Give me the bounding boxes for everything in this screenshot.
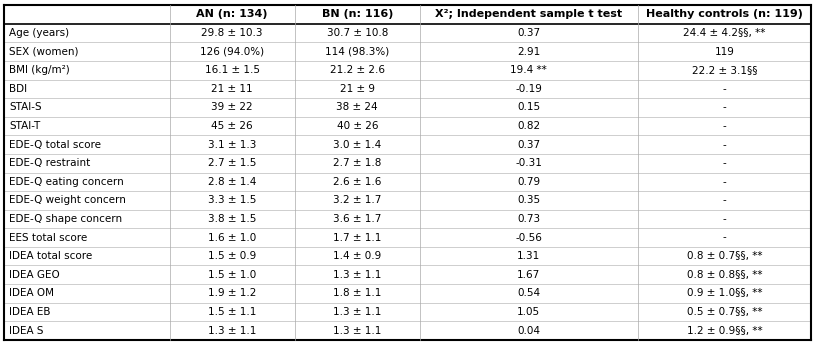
Text: 0.9 ± 1.0§§, **: 0.9 ± 1.0§§, ** — [687, 288, 763, 298]
Text: 22.2 ± 3.1§§: 22.2 ± 3.1§§ — [692, 65, 758, 75]
Text: -: - — [723, 102, 727, 112]
Text: IDEA S: IDEA S — [9, 326, 43, 336]
Text: 1.2 ± 0.9§§, **: 1.2 ± 0.9§§, ** — [687, 326, 763, 336]
Text: 1.67: 1.67 — [517, 270, 541, 280]
Text: 21.2 ± 2.6: 21.2 ± 2.6 — [330, 65, 385, 75]
Text: -: - — [723, 140, 727, 150]
Text: 40 ± 26: 40 ± 26 — [337, 121, 378, 131]
Text: Healthy controls (n: 119): Healthy controls (n: 119) — [646, 9, 803, 19]
Text: 0.79: 0.79 — [517, 177, 541, 187]
Text: X²; Independent sample t test: X²; Independent sample t test — [435, 9, 623, 19]
Text: STAI-S: STAI-S — [9, 102, 41, 112]
Text: 1.05: 1.05 — [517, 307, 541, 317]
Text: -0.56: -0.56 — [515, 233, 542, 243]
Text: -: - — [723, 84, 727, 94]
Text: 2.7 ± 1.5: 2.7 ± 1.5 — [208, 158, 256, 168]
Text: 38 ± 24: 38 ± 24 — [337, 102, 378, 112]
Text: 1.9 ± 1.2: 1.9 ± 1.2 — [208, 288, 256, 298]
Text: 16.1 ± 1.5: 16.1 ± 1.5 — [205, 65, 259, 75]
Text: 1.5 ± 0.9: 1.5 ± 0.9 — [208, 251, 256, 261]
Text: IDEA OM: IDEA OM — [9, 288, 54, 298]
Text: 2.6 ± 1.6: 2.6 ± 1.6 — [333, 177, 381, 187]
Text: 39 ± 22: 39 ± 22 — [211, 102, 253, 112]
Text: 2.7 ± 1.8: 2.7 ± 1.8 — [333, 158, 381, 168]
Text: 3.2 ± 1.7: 3.2 ± 1.7 — [333, 195, 381, 205]
Text: 3.6 ± 1.7: 3.6 ± 1.7 — [333, 214, 381, 224]
Text: 1.3 ± 1.1: 1.3 ± 1.1 — [333, 307, 381, 317]
Text: 19.4 **: 19.4 ** — [511, 65, 547, 75]
Text: EES total score: EES total score — [9, 233, 87, 243]
Text: 119: 119 — [715, 47, 734, 57]
Text: 1.3 ± 1.1: 1.3 ± 1.1 — [208, 326, 256, 336]
Text: 21 ± 9: 21 ± 9 — [340, 84, 375, 94]
Text: BMI (kg/m²): BMI (kg/m²) — [9, 65, 70, 75]
Text: -: - — [723, 177, 727, 187]
Text: 0.82: 0.82 — [517, 121, 541, 131]
Text: 2.8 ± 1.4: 2.8 ± 1.4 — [208, 177, 256, 187]
Text: 2.91: 2.91 — [517, 47, 541, 57]
Text: 30.7 ± 10.8: 30.7 ± 10.8 — [327, 28, 388, 38]
Text: EDE-Q weight concern: EDE-Q weight concern — [9, 195, 126, 205]
Text: EDE-Q eating concern: EDE-Q eating concern — [9, 177, 124, 187]
Text: 1.5 ± 1.0: 1.5 ± 1.0 — [208, 270, 256, 280]
Text: -0.31: -0.31 — [515, 158, 542, 168]
Text: 24.4 ± 4.2§§, **: 24.4 ± 4.2§§, ** — [684, 28, 766, 38]
Text: 0.5 ± 0.7§§, **: 0.5 ± 0.7§§, ** — [687, 307, 763, 317]
Text: IDEA total score: IDEA total score — [9, 251, 92, 261]
Text: 1.3 ± 1.1: 1.3 ± 1.1 — [333, 270, 381, 280]
Text: 0.54: 0.54 — [517, 288, 541, 298]
Text: 1.5 ± 1.1: 1.5 ± 1.1 — [208, 307, 256, 317]
Text: BDI: BDI — [9, 84, 27, 94]
Text: -: - — [723, 121, 727, 131]
Text: 0.8 ± 0.8§§, **: 0.8 ± 0.8§§, ** — [687, 270, 763, 280]
Text: 0.04: 0.04 — [517, 326, 541, 336]
Text: EDE-Q shape concern: EDE-Q shape concern — [9, 214, 122, 224]
Text: -: - — [723, 214, 727, 224]
Text: 1.6 ± 1.0: 1.6 ± 1.0 — [208, 233, 256, 243]
Text: 45 ± 26: 45 ± 26 — [211, 121, 253, 131]
Text: IDEA GEO: IDEA GEO — [9, 270, 59, 280]
Text: STAI-T: STAI-T — [9, 121, 40, 131]
Text: -: - — [723, 195, 727, 205]
Text: 29.8 ± 10.3: 29.8 ± 10.3 — [202, 28, 263, 38]
Text: IDEA EB: IDEA EB — [9, 307, 50, 317]
Text: 1.4 ± 0.9: 1.4 ± 0.9 — [333, 251, 381, 261]
Text: 3.0 ± 1.4: 3.0 ± 1.4 — [333, 140, 381, 150]
Text: -: - — [723, 158, 727, 168]
Text: 3.8 ± 1.5: 3.8 ± 1.5 — [208, 214, 256, 224]
Text: BN (n: 116): BN (n: 116) — [322, 9, 393, 19]
Text: 1.7 ± 1.1: 1.7 ± 1.1 — [333, 233, 381, 243]
Text: Age (years): Age (years) — [9, 28, 69, 38]
Text: 114 (98.3%): 114 (98.3%) — [325, 47, 389, 57]
Text: EDE-Q total score: EDE-Q total score — [9, 140, 101, 150]
Text: 0.73: 0.73 — [517, 214, 541, 224]
Text: 0.15: 0.15 — [517, 102, 541, 112]
Text: 0.37: 0.37 — [517, 140, 541, 150]
Text: 1.31: 1.31 — [517, 251, 541, 261]
Text: 0.37: 0.37 — [517, 28, 541, 38]
Text: -0.19: -0.19 — [515, 84, 542, 94]
Text: 0.8 ± 0.7§§, **: 0.8 ± 0.7§§, ** — [687, 251, 763, 261]
Text: EDE-Q restraint: EDE-Q restraint — [9, 158, 90, 168]
Text: 1.8 ± 1.1: 1.8 ± 1.1 — [333, 288, 381, 298]
Text: -: - — [723, 233, 727, 243]
Text: 1.3 ± 1.1: 1.3 ± 1.1 — [333, 326, 381, 336]
Text: 0.35: 0.35 — [517, 195, 541, 205]
Text: SEX (women): SEX (women) — [9, 47, 78, 57]
Text: AN (n: 134): AN (n: 134) — [197, 9, 267, 19]
Text: 21 ± 11: 21 ± 11 — [211, 84, 253, 94]
Text: 126 (94.0%): 126 (94.0%) — [200, 47, 264, 57]
Text: 3.1 ± 1.3: 3.1 ± 1.3 — [208, 140, 256, 150]
Text: 3.3 ± 1.5: 3.3 ± 1.5 — [208, 195, 256, 205]
